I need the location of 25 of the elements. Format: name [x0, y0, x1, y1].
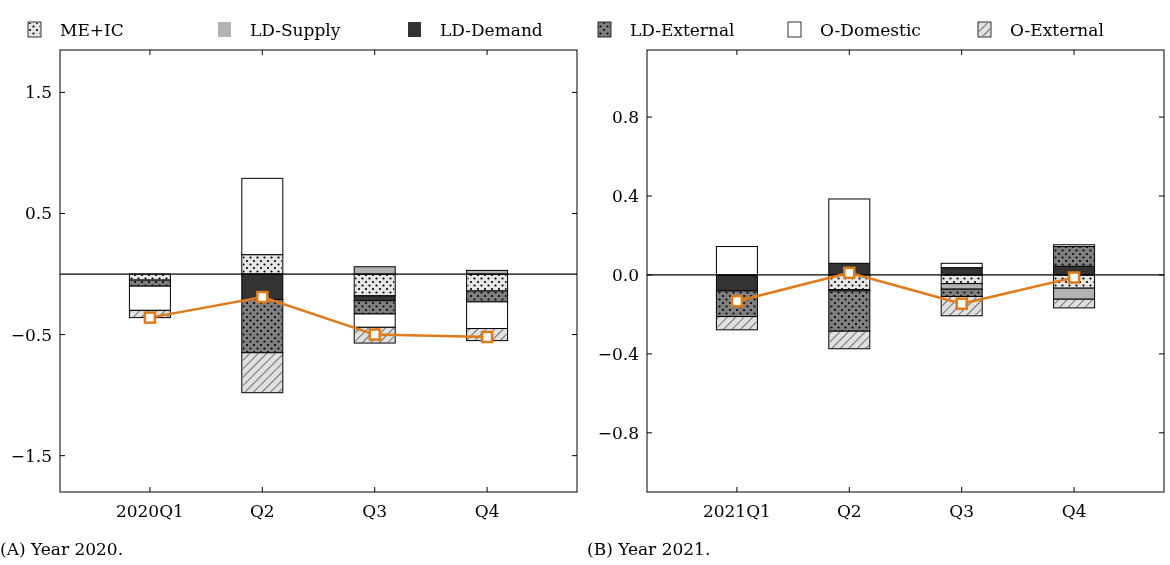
text: (A) Year 2020. — [0, 539, 124, 559]
x-tick-label: 2021Q1 — [702, 501, 771, 521]
text: (B) Year 2021. — [587, 539, 711, 559]
x-tick-label: 2020Q1 — [115, 501, 184, 521]
y-tick-label: −0.5 — [10, 324, 52, 345]
legend-label: ME+IC — [60, 19, 124, 40]
x-tick-label: Q4 — [1061, 501, 1087, 521]
y-tick-label: 0.8 — [611, 107, 639, 128]
x-tick-label: Q3 — [362, 501, 388, 521]
x-tick-label: Q2 — [836, 501, 862, 521]
x-tick-label: Q3 — [949, 501, 975, 521]
y-tick-label: 0.5 — [24, 203, 52, 224]
legend-label: LD-Demand — [440, 19, 543, 40]
legend-label: LD-Supply — [250, 19, 341, 40]
legend-label: LD-External — [630, 19, 735, 40]
y-tick-label: −1.5 — [10, 445, 52, 466]
y-tick-label: −0.8 — [597, 422, 639, 443]
x-tick-label: Q2 — [249, 501, 275, 521]
x-tick-label: Q4 — [474, 501, 500, 521]
legend-label: O-External — [1010, 19, 1104, 40]
legend-label: O-Domestic — [820, 19, 921, 40]
y-tick-label: 0.0 — [611, 264, 639, 285]
y-tick-label: −0.4 — [597, 343, 639, 364]
y-tick-label: 1.5 — [24, 82, 52, 103]
y-tick-label: 0.4 — [611, 185, 639, 206]
